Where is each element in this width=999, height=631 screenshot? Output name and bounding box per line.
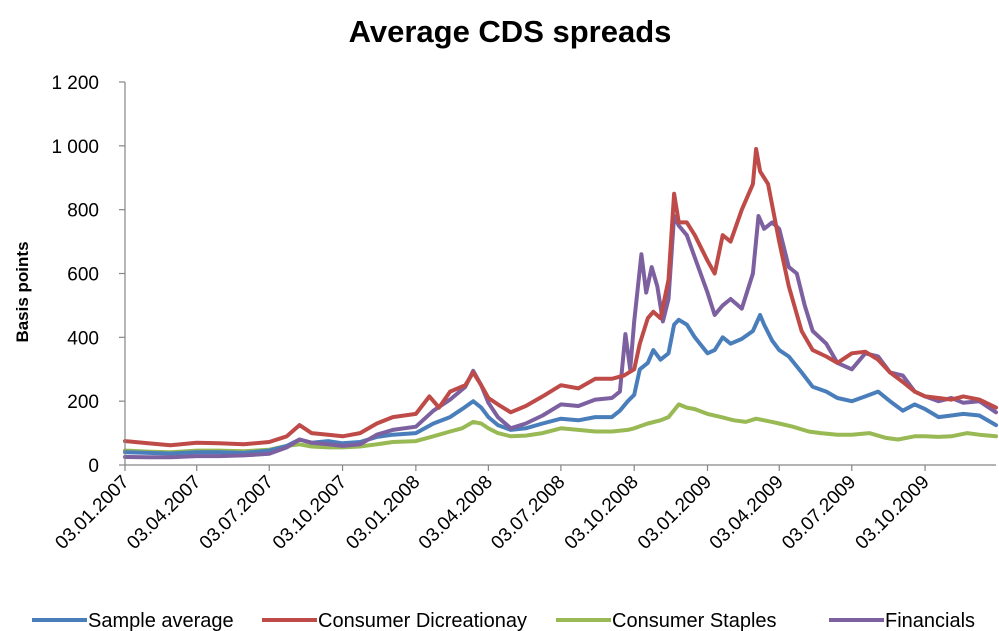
legend-label: Consumer Staples (612, 610, 777, 631)
x-tick-label: 03.10.2008 (561, 472, 643, 554)
x-tick-label: 03.01.2008 (342, 472, 424, 554)
y-tick-label: 800 (67, 201, 99, 222)
x-tick-label: 03.10.2007 (269, 472, 351, 554)
x-tick-label: 03.10.2009 (852, 472, 934, 554)
series-line-consumer-staples (123, 402, 998, 455)
x-tick-label: 03.01.2007 (51, 472, 133, 554)
x-tick-label: 03.04.2008 (415, 472, 497, 554)
series-lines (123, 147, 998, 460)
series-line-consumer-dicreationay (123, 147, 998, 448)
x-tick-label: 03.01.2009 (634, 472, 716, 554)
x-tick-label: 03.04.2009 (706, 472, 788, 554)
x-tick-label: 03.07.2009 (778, 472, 860, 554)
y-tick-label: 1 000 (51, 137, 99, 158)
x-tick-label: 03.04.2007 (123, 472, 205, 554)
chart-title: Average CDS spreads (349, 14, 672, 49)
legend-label: Consumer Dicreationay (318, 610, 527, 631)
x-tick-label: 03.07.2008 (487, 472, 569, 554)
y-tick-label: 200 (67, 392, 99, 413)
y-axis-label: Basis points (13, 241, 32, 342)
y-axis-ticks: 0 200 400 600 800 1 000 1 200 (51, 73, 125, 477)
series-line-sample-average (123, 313, 998, 456)
x-axis-ticks: 03.01.200703.04.200703.07.200703.10.2007… (51, 465, 934, 554)
y-tick-label: 600 (67, 265, 99, 286)
x-tick-label: 03.07.2007 (196, 472, 278, 554)
y-tick-label: 1 200 (51, 73, 99, 94)
legend-label: Sample average (88, 610, 234, 631)
series-line-financials (123, 214, 998, 460)
legend-label: Financials (885, 610, 975, 631)
legend: Sample average Consumer Dicreationay Consu… (32, 610, 975, 631)
y-tick-label: 400 (67, 328, 99, 349)
y-tick-label: 0 (88, 456, 99, 477)
